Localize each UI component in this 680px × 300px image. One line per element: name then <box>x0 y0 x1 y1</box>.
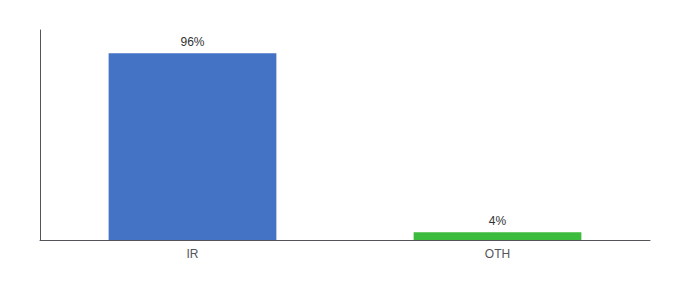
svg-text:96%: 96% <box>180 35 204 49</box>
svg-text:OTH: OTH <box>485 247 510 261</box>
svg-text:IR: IR <box>187 247 199 261</box>
svg-text:4%: 4% <box>489 214 507 228</box>
